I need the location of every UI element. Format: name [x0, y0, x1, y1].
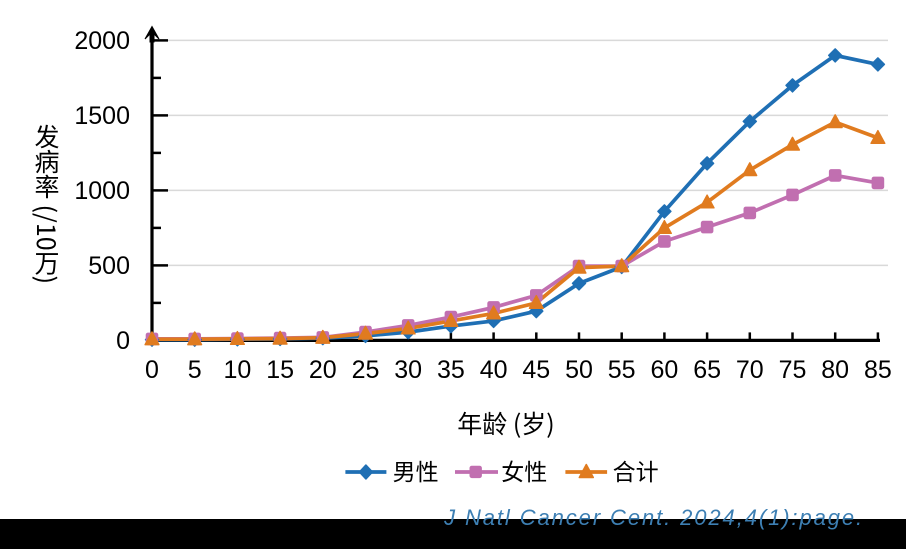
- svg-text:10: 10: [223, 356, 251, 384]
- svg-text:25: 25: [352, 356, 380, 384]
- svg-text:0: 0: [145, 356, 159, 384]
- svg-text:合计: 合计: [613, 453, 659, 487]
- svg-text:年龄 (岁): 年龄 (岁): [457, 405, 555, 441]
- svg-text:20: 20: [309, 356, 337, 384]
- svg-text:70: 70: [736, 356, 764, 384]
- svg-text:40: 40: [480, 356, 508, 384]
- svg-text:60: 60: [650, 356, 678, 384]
- svg-text:男性: 男性: [393, 453, 439, 487]
- svg-text:35: 35: [437, 356, 465, 384]
- svg-text:80: 80: [821, 356, 849, 384]
- svg-text:15: 15: [266, 356, 294, 384]
- svg-text:30: 30: [394, 356, 422, 384]
- svg-text:女性: 女性: [501, 453, 547, 487]
- svg-text:85: 85: [864, 356, 892, 384]
- svg-text:1500: 1500: [74, 102, 130, 130]
- svg-text:45: 45: [522, 356, 550, 384]
- svg-text:65: 65: [693, 356, 721, 384]
- svg-text:5: 5: [188, 356, 202, 384]
- svg-text:2000: 2000: [74, 27, 130, 55]
- svg-text:0: 0: [116, 327, 130, 355]
- svg-text:1000: 1000: [74, 177, 130, 205]
- svg-text:75: 75: [779, 356, 807, 384]
- svg-text:50: 50: [565, 356, 593, 384]
- svg-text:55: 55: [608, 356, 636, 384]
- svg-text:500: 500: [88, 252, 130, 280]
